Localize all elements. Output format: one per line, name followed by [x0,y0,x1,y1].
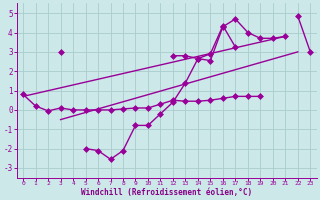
X-axis label: Windchill (Refroidissement éolien,°C): Windchill (Refroidissement éolien,°C) [81,188,252,197]
